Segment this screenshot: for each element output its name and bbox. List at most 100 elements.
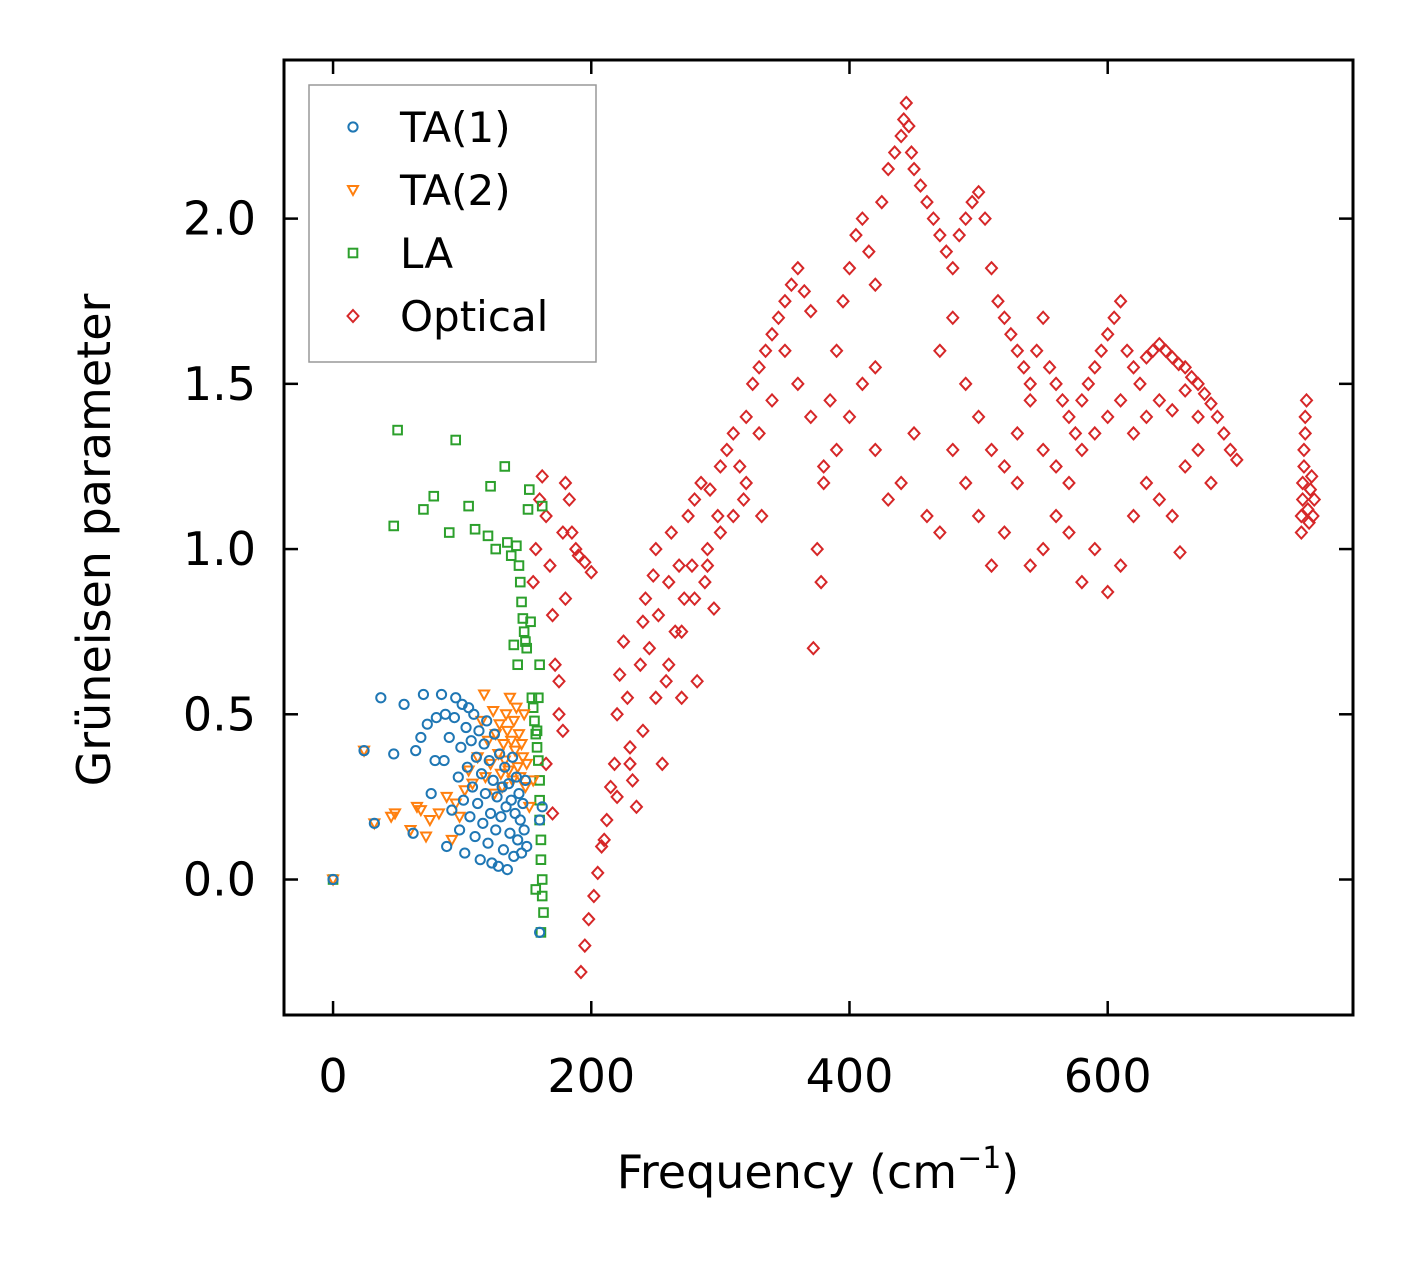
optical-point (633, 657, 648, 673)
ta-1-point (425, 787, 437, 800)
la-point (536, 890, 548, 902)
data-markers (326, 95, 1322, 980)
ta-1-point (407, 827, 419, 839)
optical-point (1087, 359, 1102, 375)
ta-1-point (450, 692, 462, 704)
ta-2-point (517, 709, 531, 722)
optical-point (836, 293, 850, 309)
optical-point (1306, 508, 1320, 524)
optical-point (991, 293, 1005, 309)
la-point (516, 596, 527, 608)
ta-2-point (518, 781, 533, 795)
optical-point (842, 409, 857, 425)
optical-point (997, 525, 1012, 541)
ta-2-point (487, 788, 502, 801)
optical-point (752, 359, 766, 375)
optical-point (913, 178, 928, 194)
optical-point (997, 458, 1012, 474)
optical-point (1297, 458, 1311, 474)
la-point (513, 560, 525, 571)
optical-point (648, 690, 663, 706)
optical-point (904, 145, 919, 161)
ta-1-point (475, 768, 488, 780)
optical-point (1036, 541, 1051, 557)
optical-point (887, 145, 902, 161)
ta-1-point (455, 741, 467, 753)
legend-label-optical: Optical (400, 292, 548, 341)
optical-point (1298, 409, 1313, 425)
optical-point (894, 128, 908, 144)
y-axis-title: Grüneisen parameter (67, 293, 121, 786)
ta-1-point (495, 811, 507, 823)
optical-point (1204, 396, 1218, 412)
ta-2-point (414, 805, 428, 818)
optical-point (590, 865, 605, 881)
optical-point (1295, 492, 1310, 507)
optical-point (958, 376, 973, 392)
optical-point (1191, 409, 1205, 425)
la-point (518, 626, 530, 637)
la-point (490, 543, 502, 555)
optical-point (571, 548, 586, 564)
legend-label-ta-1: TA(1) (399, 103, 511, 152)
ta-1-point (468, 708, 480, 720)
optical-point (648, 541, 663, 557)
x-tick-label: 0 (318, 1049, 347, 1103)
optical-point (629, 799, 644, 815)
ta-1-point (474, 854, 486, 866)
optical-point (568, 541, 583, 557)
optical-point (1229, 452, 1244, 468)
optical-point (739, 409, 754, 425)
optical-point (1165, 402, 1180, 418)
optical-point (945, 442, 960, 458)
optical-point (1120, 343, 1134, 359)
optical-point (552, 706, 566, 722)
y-tick-label: 2.0 (183, 192, 256, 246)
legend-marker-la (347, 247, 359, 259)
ta-1-point (534, 814, 546, 826)
optical-point (765, 392, 779, 408)
optical-point (829, 343, 844, 359)
ta-1-point (464, 811, 476, 823)
optical-point (984, 260, 999, 276)
optical-point (539, 508, 553, 524)
optical-point (1113, 558, 1128, 574)
ta-2-point (452, 811, 467, 824)
x-axis-title: Frequency (cm−1) (617, 1141, 1020, 1199)
ta-1-point (494, 748, 506, 760)
optical-point (926, 211, 941, 227)
optical-point (526, 574, 541, 590)
optical-point (758, 343, 773, 359)
ta-2-point (516, 752, 530, 765)
optical-point (664, 525, 679, 541)
la-point (418, 504, 429, 515)
ta-2-point (500, 725, 515, 738)
la-point (499, 461, 511, 472)
optical-point (778, 343, 792, 359)
optical-point (1036, 310, 1051, 326)
optical-point (1304, 468, 1319, 484)
ta-1-point (487, 774, 499, 786)
optical-point (829, 442, 844, 458)
optical-point (1158, 343, 1173, 359)
optical-point (1152, 492, 1167, 507)
optical-point (646, 568, 661, 583)
optical-point (552, 673, 566, 689)
optical-point (597, 832, 612, 848)
ta-1-point (435, 688, 448, 701)
optical-point (732, 458, 747, 474)
optical-point (1178, 382, 1193, 398)
optical-point (1049, 376, 1063, 392)
optical-point (625, 772, 640, 788)
optical-point (920, 508, 934, 524)
optical-point (1004, 326, 1018, 342)
optical-point (907, 425, 921, 441)
ta-1-point (441, 840, 453, 853)
y-tick-label: 0.0 (183, 853, 256, 907)
y-tick-label: 1.5 (183, 357, 256, 411)
optical-point (933, 525, 947, 541)
optical-point (1184, 369, 1199, 385)
optical-point (694, 475, 708, 491)
ta-1-point (460, 721, 472, 734)
la-point (526, 692, 538, 704)
